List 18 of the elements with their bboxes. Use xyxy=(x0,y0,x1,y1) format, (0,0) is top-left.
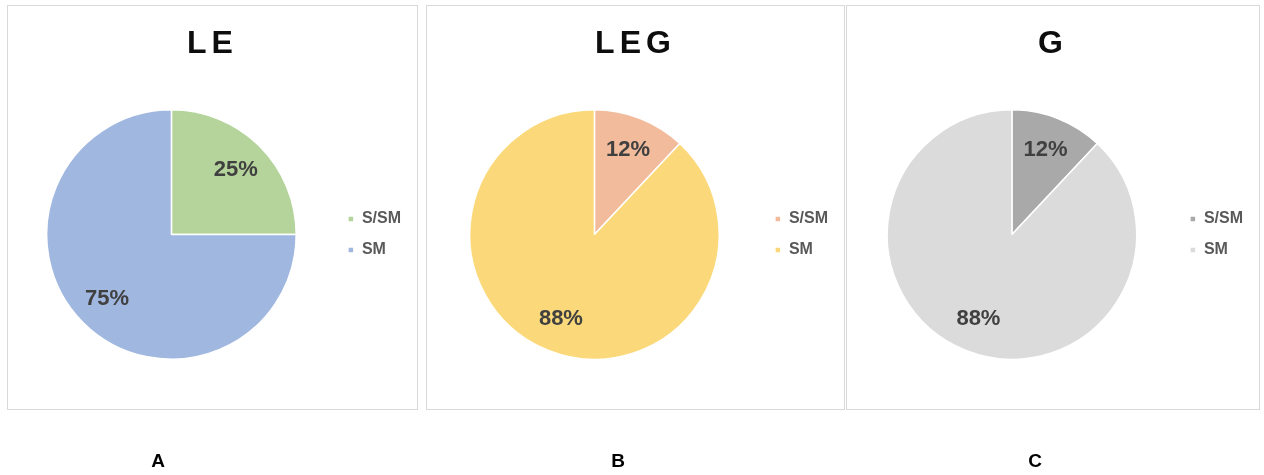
legend-label: S/SM xyxy=(788,209,829,227)
data-label: 12% xyxy=(1023,135,1068,161)
data-label: 88% xyxy=(538,305,583,331)
chart-title: LE xyxy=(186,23,239,62)
data-label: 12% xyxy=(605,135,650,161)
chart-title: G xyxy=(1037,23,1069,62)
legend-label: SM xyxy=(788,240,813,258)
legend-label: SM xyxy=(361,240,386,258)
data-label: 75% xyxy=(85,284,130,310)
text: B xyxy=(611,449,625,473)
text: A xyxy=(151,449,165,473)
legend-label: S/SM xyxy=(1203,209,1244,227)
legend-label: S/SM xyxy=(361,209,402,227)
legend-label: SM xyxy=(1203,240,1228,258)
data-label: 25% xyxy=(213,156,258,182)
data-label: 88% xyxy=(956,305,1001,331)
text: C xyxy=(1028,449,1042,473)
chart-title: LEG xyxy=(594,23,677,62)
